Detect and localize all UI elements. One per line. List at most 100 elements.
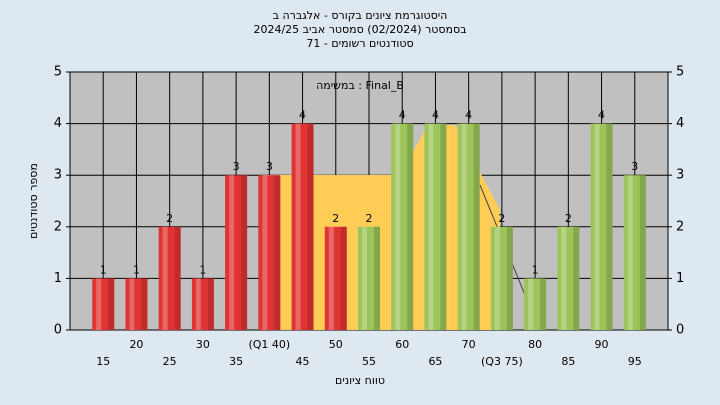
bar-shade — [141, 278, 148, 330]
x-tick-label: 45 — [296, 355, 310, 368]
bar — [457, 123, 480, 330]
data-label: 2 — [166, 212, 173, 225]
x-tick-label: 15 — [96, 355, 110, 368]
x-axis-label: טווח ציונים — [335, 374, 385, 387]
bar-highlight — [262, 175, 268, 330]
bar-shade — [573, 226, 580, 330]
data-label: 2 — [565, 212, 572, 225]
bar-shade — [207, 278, 214, 330]
annotation: במשימה : Final_B — [316, 79, 404, 92]
x-tick-label: 50 — [329, 338, 343, 351]
y2-tick-label: 2 — [676, 219, 684, 234]
bar-shade — [307, 123, 314, 330]
bar-highlight — [96, 278, 102, 330]
y2-tick-label: 0 — [676, 323, 684, 338]
y-tick-label: 2 — [54, 219, 62, 234]
data-label: 4 — [432, 109, 439, 122]
x-tick-label: 80 — [528, 338, 542, 351]
title-line: בסמסטר (02/2024) סמסטר אביב 2024/25 — [253, 23, 466, 36]
bar — [324, 226, 347, 330]
bar-shade — [506, 226, 513, 330]
x-tick-label: 65 — [428, 355, 442, 368]
x-tick-label: 85 — [561, 355, 575, 368]
data-label: 3 — [266, 160, 273, 173]
bar — [524, 278, 547, 330]
bar — [623, 175, 646, 330]
bar-highlight — [229, 175, 235, 330]
data-label: 4 — [465, 109, 472, 122]
bar — [424, 123, 447, 330]
bar-highlight — [528, 278, 534, 330]
bar-shade — [473, 123, 480, 330]
x-tick-label: 55 — [362, 355, 376, 368]
bar-highlight — [295, 123, 301, 330]
bar-shade — [606, 123, 613, 330]
bar-shade — [340, 226, 347, 330]
bar-shade — [274, 175, 281, 330]
bar-shade — [374, 226, 380, 330]
x-tick-label: 60 — [395, 338, 409, 351]
bar — [92, 278, 115, 330]
bar-shade — [108, 278, 115, 330]
data-label: 4 — [399, 109, 406, 122]
x-tick-label: 25 — [163, 355, 177, 368]
bar-shade — [241, 175, 248, 330]
y-tick-label: 4 — [54, 116, 62, 131]
title-line: היסטוגרמת ציונים בקורס - אלגברה ב — [273, 9, 448, 22]
bar-shade — [440, 123, 447, 330]
y2-tick-label: 5 — [676, 65, 684, 80]
x-tick-label: 20 — [129, 338, 143, 351]
bar-highlight — [129, 278, 135, 330]
x-tick-label: 35 — [229, 355, 243, 368]
bar-highlight — [362, 226, 367, 330]
bar — [191, 278, 214, 330]
data-label: 4 — [299, 109, 306, 122]
data-label: 3 — [233, 160, 240, 173]
y2-tick-label: 3 — [676, 168, 684, 183]
bar-highlight — [428, 123, 434, 330]
data-label: 1 — [532, 263, 539, 276]
bar-highlight — [494, 226, 500, 330]
bar-shade — [540, 278, 547, 330]
bar-highlight — [328, 226, 334, 330]
x-tick-label: 95 — [628, 355, 642, 368]
bar-highlight — [461, 123, 467, 330]
bar-shade — [639, 175, 646, 330]
y2-tick-label: 1 — [676, 271, 684, 286]
y-tick-label: 5 — [54, 65, 62, 80]
data-label: 1 — [100, 263, 107, 276]
bar — [158, 226, 181, 330]
bar-highlight — [627, 175, 633, 330]
bar — [358, 226, 380, 330]
title-line: סטודנטים רשומים - 71 — [306, 37, 413, 50]
bar — [590, 123, 613, 330]
y2-tick-label: 4 — [676, 116, 684, 131]
data-label: 2 — [366, 212, 373, 225]
data-label: 2 — [498, 212, 505, 225]
data-label: 3 — [631, 160, 638, 173]
bar-shade — [407, 123, 414, 330]
y-tick-label: 0 — [54, 323, 62, 338]
bar-highlight — [395, 123, 401, 330]
y-axis-label: מספר סטודנטים — [27, 163, 40, 239]
bar-highlight — [561, 226, 567, 330]
bar — [258, 175, 281, 330]
bar-highlight — [594, 123, 600, 330]
data-label: 4 — [598, 109, 605, 122]
data-label: 1 — [199, 263, 206, 276]
bar — [391, 123, 414, 330]
bar-highlight — [195, 278, 201, 330]
data-label: 2 — [332, 212, 339, 225]
data-label: 1 — [133, 263, 140, 276]
x-tick-label: (Q3 75) — [481, 355, 523, 368]
y-tick-label: 3 — [54, 168, 62, 183]
x-tick-label: 90 — [595, 338, 609, 351]
bar-shade — [174, 226, 181, 330]
bar-highlight — [162, 226, 168, 330]
bar — [125, 278, 148, 330]
y-tick-label: 1 — [54, 271, 62, 286]
bar — [490, 226, 513, 330]
bar — [225, 175, 248, 330]
bar — [291, 123, 314, 330]
